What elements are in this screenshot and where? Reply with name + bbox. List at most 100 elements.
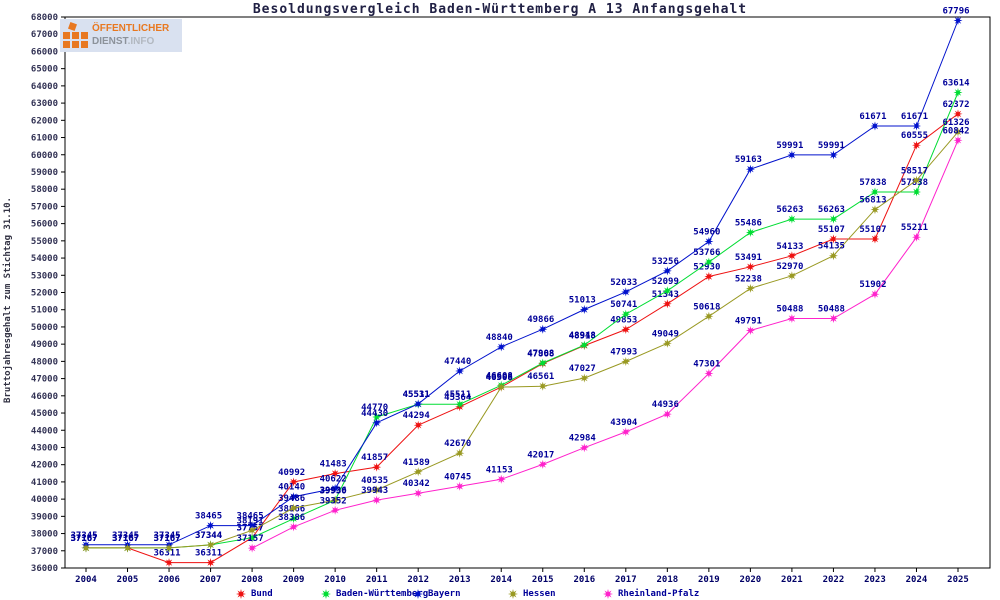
data-point — [538, 459, 548, 469]
data-point — [912, 187, 921, 197]
point-label: 60842 — [942, 126, 969, 136]
point-label: 58517 — [901, 166, 928, 176]
data-point — [662, 338, 672, 348]
point-label: 39930 — [320, 486, 347, 496]
x-tick-label: 2014 — [490, 575, 512, 585]
x-tick-label: 2011 — [366, 575, 388, 585]
data-point — [704, 237, 714, 246]
series-hessen: 37167 37167 37167 37344 38191 39486 39930 40535… — [70, 118, 970, 553]
legend-label: Hessen — [523, 588, 556, 599]
point-label: 49866 — [527, 315, 554, 325]
point-label: 37167 — [70, 534, 97, 544]
point-label: 54133 — [776, 242, 803, 252]
point-label: 45531 — [403, 390, 430, 400]
legend-marker-icon — [508, 588, 518, 599]
data-point — [787, 150, 797, 160]
point-label: 55486 — [735, 218, 762, 228]
point-label: 45364 — [444, 393, 472, 403]
point-label: 46508 — [486, 373, 513, 383]
point-label: 36311 — [195, 549, 222, 559]
point-label: 38191 — [237, 516, 264, 526]
x-tick-label: 2023 — [864, 575, 886, 585]
point-label: 53766 — [693, 248, 720, 258]
y-tick-label: 64000 — [31, 82, 58, 92]
point-label: 44770 — [361, 403, 388, 413]
y-tick-label: 37000 — [31, 547, 58, 557]
data-point — [704, 257, 714, 267]
data-point — [662, 286, 672, 296]
data-point — [912, 232, 921, 242]
logo-text-info: .INFO — [127, 36, 155, 47]
point-label: 55107 — [818, 225, 845, 235]
y-tick-label: 38000 — [31, 530, 58, 540]
point-label: 47908 — [527, 349, 554, 359]
data-point — [704, 311, 714, 321]
point-label: 56813 — [859, 196, 886, 206]
point-label: 37167 — [154, 534, 181, 544]
point-label: 41589 — [403, 458, 430, 468]
legend-label: Bund — [251, 588, 273, 599]
x-tick-label: 2006 — [158, 575, 180, 585]
point-label: 39943 — [361, 486, 388, 496]
point-label: 36311 — [154, 549, 181, 559]
y-tick-label: 68000 — [31, 13, 58, 23]
data-point — [330, 469, 340, 479]
x-tick-label: 2025 — [947, 575, 969, 585]
x-tick-label: 2007 — [200, 575, 222, 585]
logo-text-line1: ÖFFENTLICHER — [92, 23, 170, 34]
point-label: 47440 — [444, 357, 471, 367]
point-label: 42017 — [527, 450, 554, 460]
data-point — [828, 251, 838, 261]
point-label: 52033 — [610, 278, 637, 288]
point-label: 45511 — [444, 390, 471, 400]
data-point — [247, 533, 257, 543]
data-point — [289, 522, 299, 532]
x-tick-label: 2018 — [656, 575, 678, 585]
legend-item-bund: Bund — [235, 587, 273, 600]
data-point — [621, 357, 631, 366]
point-label: 47301 — [693, 359, 720, 369]
x-tick-label: 2021 — [781, 575, 803, 585]
point-label: 49049 — [652, 329, 679, 339]
data-point — [289, 514, 299, 524]
point-label: 37345 — [112, 531, 139, 541]
series-rheinland-pfalz: 37157 38386 39352 39943 40342 40745 41153 42017… — [237, 126, 970, 553]
y-tick-label: 61000 — [31, 134, 58, 144]
legend-item-baden-w-rttemberg: Baden-Württemberg — [320, 587, 428, 600]
x-tick-label: 2010 — [324, 575, 346, 585]
point-label: 50618 — [693, 302, 720, 312]
point-label: 38386 — [278, 513, 305, 523]
data-point — [372, 462, 382, 472]
y-tick-label: 39000 — [31, 512, 58, 522]
data-point — [953, 109, 963, 119]
point-label: 39936 — [320, 486, 347, 496]
point-label: 60555 — [901, 131, 928, 141]
data-point — [413, 399, 423, 409]
legend-label: Baden-Württemberg — [336, 588, 429, 599]
data-point — [912, 121, 921, 131]
data-point — [289, 477, 299, 487]
series-bayern: 37345 37345 37345 38465 38465 40140 40622 44430… — [70, 7, 970, 550]
point-label: 63614 — [942, 79, 970, 89]
data-point — [81, 543, 91, 553]
site-logo[interactable]: ÖFFENTLICHER DIENST.INFO — [60, 19, 182, 52]
data-point — [538, 324, 548, 334]
point-label: 49791 — [735, 317, 762, 327]
point-label: 37167 — [70, 534, 97, 544]
point-label: 44430 — [361, 409, 388, 419]
legend-item-bayern: Bayern — [412, 587, 461, 600]
point-label: 54135 — [818, 242, 845, 252]
point-label: 50488 — [776, 305, 803, 315]
y-tick-label: 43000 — [31, 443, 58, 453]
data-point — [579, 373, 589, 383]
point-label: 37344 — [195, 531, 223, 541]
x-tick-label: 2004 — [75, 575, 97, 585]
data-point — [579, 305, 589, 314]
data-point — [912, 175, 921, 185]
chart-title: Besoldungsvergleich Baden-Württemberg A … — [252, 2, 748, 17]
series-bund: 3716737167363113631137757409924148341857… — [70, 100, 970, 568]
data-point — [704, 272, 714, 281]
x-tick-label: 2019 — [698, 575, 720, 585]
point-label: 62372 — [942, 100, 969, 110]
